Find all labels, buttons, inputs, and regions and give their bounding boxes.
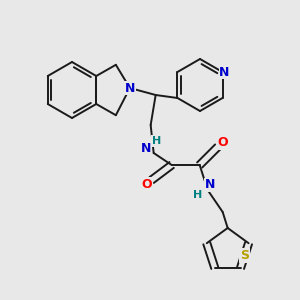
Text: N: N — [205, 178, 215, 191]
Text: H: H — [193, 190, 202, 200]
Text: O: O — [141, 178, 152, 190]
Text: N: N — [219, 65, 230, 79]
Text: N: N — [125, 82, 135, 94]
Text: S: S — [240, 249, 249, 262]
Text: O: O — [218, 136, 228, 149]
Text: N: N — [140, 142, 151, 154]
Text: H: H — [152, 136, 161, 146]
